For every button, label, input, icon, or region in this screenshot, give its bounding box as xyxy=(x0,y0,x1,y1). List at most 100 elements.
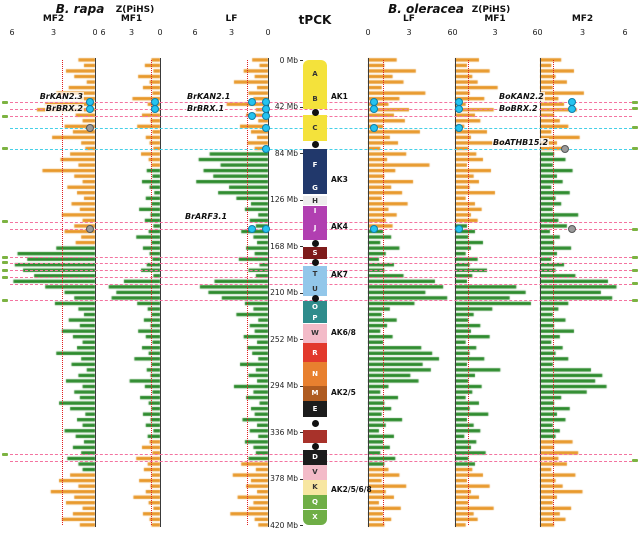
gene-marker-dot xyxy=(370,104,378,113)
synteny-tick-left xyxy=(2,114,8,118)
ak-label-AK1: AK1 xyxy=(331,92,348,102)
mb-scale-tick xyxy=(300,339,303,340)
ideogram-segment-V: V xyxy=(303,465,327,480)
ideogram-segment-G: G xyxy=(303,181,327,194)
ak-label-AK7: AK7 xyxy=(331,270,348,280)
mb-scale-label: 84 Mb xyxy=(274,148,298,158)
ak-label-AK6-8: AK6/8 xyxy=(331,327,356,337)
ideogram-segment-T: T xyxy=(303,265,327,282)
tpck-label: tPCK xyxy=(298,13,332,27)
gene-marker-dot xyxy=(370,225,378,234)
gene-label-BoBRX.2: BoBRX.2 xyxy=(498,104,539,113)
mb-scale-label: 42 Mb xyxy=(274,102,298,111)
gene-label-BoKAN2.2: BoKAN2.2 xyxy=(498,92,545,101)
threshold-line-br_mf2 xyxy=(61,60,63,525)
mb-scale-tick xyxy=(300,60,303,61)
threshold-line-bo_mf2 xyxy=(552,60,554,525)
ideogram-segment-U: U xyxy=(303,281,327,296)
gene-label-BrARF3.1: BrARF3.1 xyxy=(184,212,229,221)
track-title-bo_lf: LF xyxy=(403,14,415,24)
gene-marker-dot xyxy=(86,225,94,234)
mb-scale-label: 126 Mb xyxy=(270,195,298,204)
track-baseline-bo_mf2 xyxy=(540,58,541,527)
synteny-tick-left xyxy=(2,452,8,456)
gene-marker-dot xyxy=(262,144,270,153)
gene-marker-dot xyxy=(262,123,270,132)
gene-marker-dot xyxy=(455,225,463,234)
axis-tick-label-bo_mf2: 3 xyxy=(579,28,586,37)
axis-tick-label-br_lf: 6 xyxy=(192,28,198,37)
mb-scale-label: 252 Mb xyxy=(270,334,298,344)
synteny-tick-right xyxy=(632,255,638,259)
ideogram-segment-M: M xyxy=(303,385,327,401)
ideogram-segment-R: R xyxy=(303,343,327,363)
mb-scale-label: 210 Mb xyxy=(270,288,298,297)
track-title-bo_mf2: MF2 xyxy=(571,14,594,24)
track-baseline-br_mf1 xyxy=(160,58,161,527)
axis-tick-label-bo_mf1: 3 xyxy=(492,28,498,37)
threshold-line-br_lf xyxy=(247,60,249,525)
synteny-tick-left xyxy=(2,298,8,302)
axis-tick-label-bo_lf: 6 xyxy=(447,28,453,37)
stat-label-right: Z(PiHS) xyxy=(471,5,511,15)
mb-scale-tick xyxy=(300,478,303,480)
synteny-tick-left xyxy=(2,255,8,259)
axis-tick-label-br_lf: 0 xyxy=(265,28,271,37)
ideogram-segment-B: B xyxy=(303,88,327,109)
ideogram-segment-F: F xyxy=(303,148,327,182)
ideogram-segment-N: N xyxy=(303,362,327,386)
track-title-br_mf1: MF1 xyxy=(120,14,143,24)
gene-marker-dot xyxy=(561,144,569,153)
track-title-br_mf2: MF2 xyxy=(42,14,65,24)
ideogram-segment-H: H xyxy=(303,196,327,206)
synteny-tick-left xyxy=(2,268,8,272)
track-baseline-br_mf2 xyxy=(95,58,96,527)
mb-scale-label: 294 Mb xyxy=(270,381,298,390)
axis-tick-label-bo_mf2: 0 xyxy=(537,28,543,37)
ak-label-AK2-5-6-8: AK2/5/6/8 xyxy=(331,485,372,495)
threshold-line-br_mf1 xyxy=(150,60,152,525)
axis-tick-label-br_mf2: 3 xyxy=(50,28,57,37)
mb-scale-tick xyxy=(300,106,303,108)
marker-line-pink xyxy=(10,300,632,302)
mb-scale-tick xyxy=(300,292,303,294)
species-title-oleracea: B. oleracea xyxy=(388,2,464,16)
mb-scale-label: 168 Mb xyxy=(270,241,298,251)
gene-marker-dot xyxy=(262,225,270,234)
gene-marker-dot xyxy=(248,112,256,121)
axis-tick-label-bo_lf: 3 xyxy=(406,28,412,37)
mb-scale-tick xyxy=(300,199,303,201)
track-baseline-br_lf xyxy=(268,58,269,527)
axis-tick-label-bo_mf1: 6 xyxy=(532,28,538,37)
mb-scale-label: 336 Mb xyxy=(270,427,298,437)
ideogram-segment-X: X xyxy=(303,509,327,525)
gene-marker-dot xyxy=(370,123,378,132)
stat-label-left: Z(PiHS) xyxy=(115,5,155,15)
ideogram-segment-Q: Q xyxy=(303,495,327,510)
marker-line-pink xyxy=(10,262,632,264)
synteny-tick-right xyxy=(632,298,638,302)
gene-marker-dot xyxy=(568,225,576,234)
gene-label-BrKAN2.1: BrKAN2.1 xyxy=(186,92,232,101)
centromere-dot xyxy=(311,442,319,450)
mb-scale-tick xyxy=(300,246,303,247)
synteny-tick-right xyxy=(632,227,638,231)
track-title-br_lf: LF xyxy=(225,14,238,24)
ideogram-segment-P: P xyxy=(303,312,327,324)
ideogram-segment-A: A xyxy=(303,60,327,89)
synteny-tick-left xyxy=(2,275,8,279)
gene-label-BoATHB15.2: BoATHB15.2 xyxy=(492,138,550,147)
mb-scale-label: 420 Mb xyxy=(270,520,298,530)
synteny-tick-left xyxy=(2,261,8,265)
synteny-tick-right xyxy=(632,268,638,272)
gene-marker-dot xyxy=(86,123,94,132)
mb-scale-tick xyxy=(300,153,303,154)
centromere-dot xyxy=(311,259,319,267)
gene-label-BrKAN2.3: BrKAN2.3 xyxy=(38,92,84,101)
mb-scale-label: 378 Mb xyxy=(270,474,298,483)
synteny-tick-left xyxy=(2,220,8,224)
synteny-tick-right xyxy=(632,459,638,463)
centromere-dot xyxy=(311,240,319,248)
ideogram-segment-K: K xyxy=(303,479,327,496)
axis-tick-label-br_lf: 3 xyxy=(228,28,235,37)
